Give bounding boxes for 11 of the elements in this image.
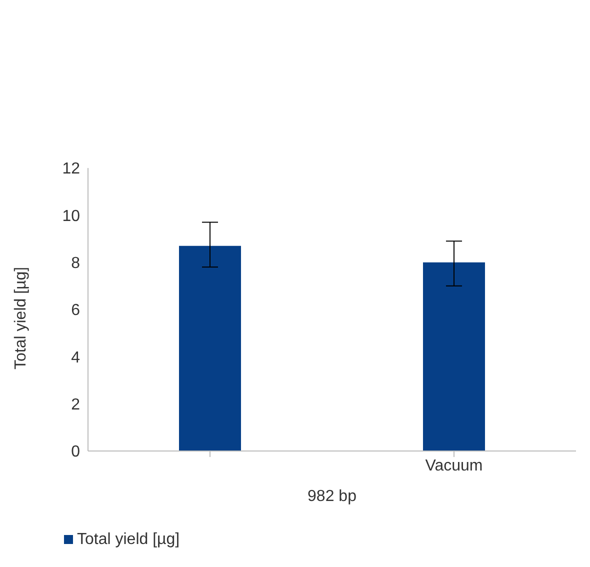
y-tick-label: 6 — [71, 302, 80, 320]
y-tick-label: 8 — [71, 255, 80, 272]
y-tick-label: 12 — [62, 160, 80, 178]
legend-label: Total yield [µg] — [77, 531, 180, 548]
x-tick-label: Vacuum — [425, 457, 483, 474]
y-tick-label: 0 — [71, 444, 80, 461]
y-tick-label: 4 — [71, 349, 80, 366]
y-axis-title: Total yield [µg] — [12, 266, 30, 370]
y-tick-label: 2 — [71, 396, 80, 414]
y-tick-label: 10 — [62, 208, 80, 225]
x-axis-title: 982 bp — [308, 488, 357, 505]
